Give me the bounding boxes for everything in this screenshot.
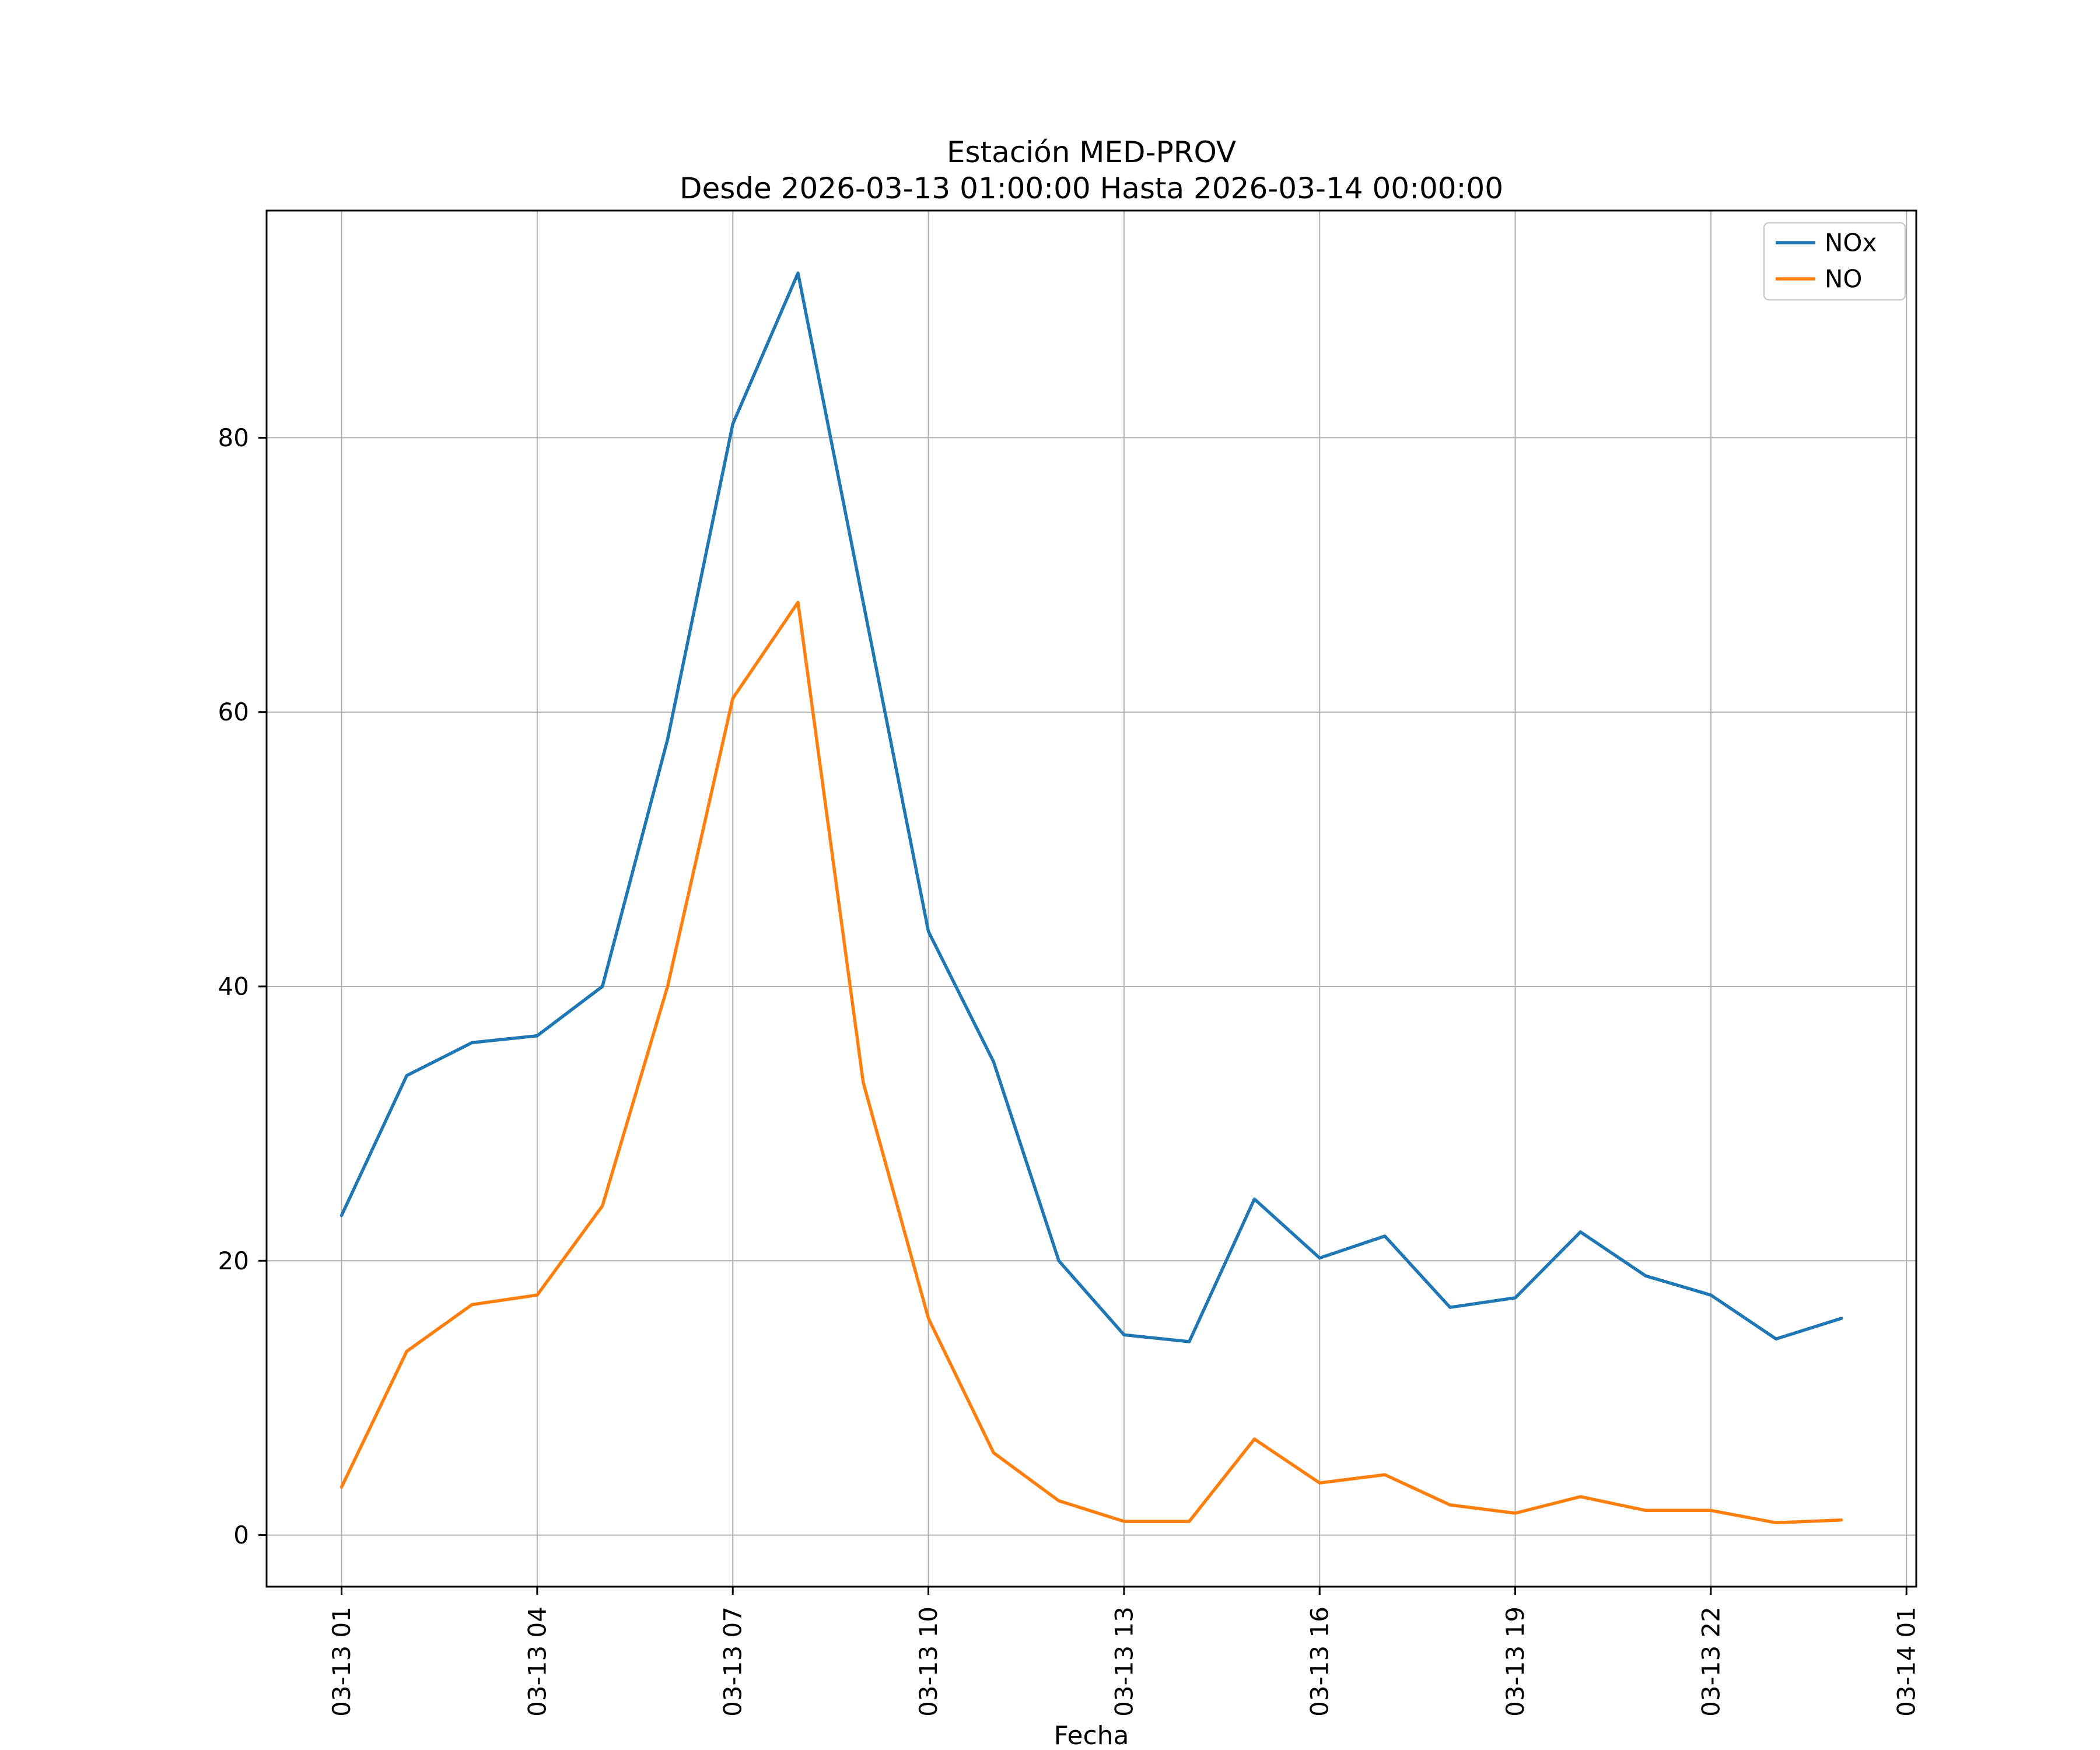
- x-tick-label: 03-13 19: [1501, 1606, 1530, 1717]
- x-tick-label: 03-14 01: [1892, 1606, 1921, 1717]
- x-axis-label: Fecha: [1054, 1721, 1129, 1750]
- y-tick-label: 60: [218, 698, 249, 726]
- chart-title-line1: Estación MED-PROV: [947, 135, 1236, 169]
- legend-label-NO: NO: [1825, 265, 1862, 293]
- y-tick-label: 80: [218, 424, 249, 452]
- series-line-NOx: [340, 271, 1843, 1343]
- x-tick-label: 03-13 04: [523, 1606, 551, 1717]
- x-tick-label: 03-13 07: [719, 1606, 747, 1717]
- x-tick-label: 03-13 16: [1306, 1606, 1334, 1717]
- x-tick-label: 03-13 13: [1110, 1606, 1138, 1717]
- x-tick-label: 03-13 01: [327, 1606, 356, 1717]
- x-tick-label: 03-13 22: [1696, 1606, 1725, 1717]
- y-tick-label: 40: [218, 972, 249, 1000]
- axes-frame: [265, 209, 1917, 1588]
- y-tick-label: 20: [218, 1247, 249, 1275]
- chart-title-line2: Desde 2026-03-13 01:00:00 Hasta 2026-03-…: [680, 172, 1503, 205]
- legend-label-NOx: NOx: [1825, 229, 1877, 257]
- x-tick-label: 03-13 10: [914, 1606, 943, 1717]
- y-tick-label: 0: [233, 1521, 249, 1549]
- series-line-NO: [340, 600, 1843, 1525]
